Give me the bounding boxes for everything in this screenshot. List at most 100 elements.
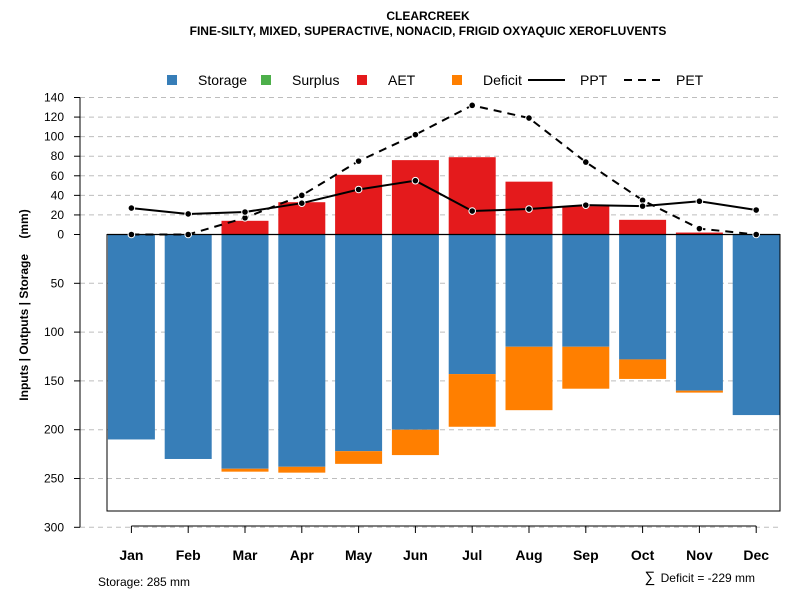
y-axis-label-units: (mm) bbox=[17, 209, 31, 238]
bar-aet-nov bbox=[675, 232, 723, 235]
y-tick-label-lower-200: 200 bbox=[44, 423, 64, 437]
legend-swatch-deficit bbox=[452, 75, 462, 85]
bar-storage-jun bbox=[391, 234, 439, 430]
y-tick-label-upper-140: 140 bbox=[44, 91, 64, 105]
ppt-point-may bbox=[354, 185, 363, 194]
pet-point-sep bbox=[582, 158, 590, 166]
pet-point-jul bbox=[468, 101, 477, 110]
y-tick-label-upper-20: 20 bbox=[51, 208, 65, 222]
bar-storage-may bbox=[335, 234, 383, 452]
bar-aet-jul bbox=[448, 157, 496, 235]
y-tick-label-upper-80: 80 bbox=[51, 149, 65, 163]
x-tick-label-mar: Mar bbox=[233, 547, 258, 563]
x-tick-label-may: May bbox=[345, 547, 372, 563]
bar-aet-jun bbox=[391, 160, 439, 235]
bar-deficit-jul bbox=[448, 374, 496, 427]
bar-deficit-may bbox=[335, 451, 383, 464]
bar-storage-oct bbox=[619, 234, 667, 360]
ppt-point-jul bbox=[468, 207, 477, 215]
bar-storage-apr bbox=[278, 234, 326, 467]
x-tick-label-dec: Dec bbox=[743, 547, 769, 563]
bar-aet-oct bbox=[619, 219, 667, 235]
y-axis-label-main: Inputs | Outputs | Storage bbox=[17, 254, 31, 401]
bar-storage-dec bbox=[732, 234, 780, 416]
bar-storage-jul bbox=[448, 234, 496, 375]
y-tick-label-upper-60: 60 bbox=[51, 169, 65, 183]
legend-label-surplus: Surplus bbox=[292, 72, 339, 88]
bar-deficit-nov bbox=[675, 390, 723, 393]
y-tick-label-upper-100: 100 bbox=[44, 130, 64, 144]
deficit-text: Deficit = -229 mm bbox=[661, 571, 755, 585]
ppt-line bbox=[131, 179, 757, 215]
ppt-point-aug bbox=[525, 205, 533, 213]
bar-storage-nov bbox=[675, 234, 723, 391]
ppt-point-nov bbox=[695, 197, 704, 206]
y-tick-label-lower-300: 300 bbox=[44, 520, 64, 534]
bar-storage-sep bbox=[562, 234, 610, 347]
pet-point-nov bbox=[695, 224, 704, 233]
sigma-symbol: ∑ bbox=[645, 569, 656, 586]
legend-label-storage: Storage bbox=[198, 72, 247, 88]
pet-point-jun bbox=[411, 130, 420, 139]
pet-point-apr bbox=[298, 191, 306, 200]
legend-swatch-surplus bbox=[261, 75, 271, 85]
pet-point-dec bbox=[752, 230, 761, 239]
bar-aet-apr bbox=[278, 202, 326, 235]
x-tick-label-jun: Jun bbox=[403, 547, 428, 563]
legend-label-pet: PET bbox=[676, 72, 704, 88]
bar-deficit-aug bbox=[505, 346, 553, 411]
ppt-point-feb bbox=[184, 210, 192, 218]
x-tick-label-apr: Apr bbox=[290, 547, 315, 563]
storage-footer: Storage: 285 mm bbox=[98, 575, 190, 589]
bar-storage-jan bbox=[107, 234, 155, 440]
y-tick-label-lower-250: 250 bbox=[44, 472, 64, 486]
bar-deficit-mar bbox=[221, 468, 269, 472]
ppt-point-oct bbox=[638, 202, 647, 210]
ppt-point-jun bbox=[411, 176, 420, 185]
x-tick-label-jan: Jan bbox=[119, 547, 143, 563]
pet-point-may bbox=[354, 157, 363, 165]
plot-frame-group bbox=[106, 233, 781, 512]
ppt-point-jan bbox=[127, 204, 136, 212]
ppt-point-mar bbox=[241, 208, 249, 216]
legend-swatch-storage bbox=[167, 75, 177, 85]
legend-label-aet: AET bbox=[388, 72, 416, 88]
ppt-point-sep bbox=[582, 201, 590, 209]
x-tick-label-oct: Oct bbox=[631, 547, 655, 563]
y-tick-label-upper-0: 0 bbox=[57, 228, 64, 242]
bar-deficit-jun bbox=[391, 429, 439, 456]
y-axis-label: Inputs | Outputs | Storage (mm) bbox=[17, 209, 31, 400]
bar-aet-mar bbox=[221, 220, 269, 235]
chart-title: CLEARCREEK bbox=[386, 9, 470, 23]
bar-storage-mar bbox=[221, 234, 269, 469]
pet-point-feb bbox=[184, 230, 192, 239]
bar-aet-sep bbox=[562, 206, 610, 235]
legend-label-deficit: Deficit bbox=[483, 72, 522, 88]
bars-group bbox=[107, 157, 780, 473]
x-tick-label-nov: Nov bbox=[686, 547, 713, 563]
x-tick-label-sep: Sep bbox=[573, 547, 599, 563]
x-tick-label-feb: Feb bbox=[176, 547, 201, 563]
bar-deficit-oct bbox=[619, 359, 667, 379]
chart-subtitle: FINE-SILTY, MIXED, SUPERACTIVE, NONACID,… bbox=[190, 24, 667, 38]
bar-aet-may bbox=[335, 174, 383, 235]
y-tick-label-lower-150: 150 bbox=[44, 374, 64, 388]
x-tick-label-aug: Aug bbox=[515, 547, 542, 563]
ppt-point-apr bbox=[298, 199, 306, 207]
y-tick-label-upper-120: 120 bbox=[44, 110, 64, 124]
y-tick-label-upper-40: 40 bbox=[51, 188, 65, 202]
ppt-point-dec bbox=[752, 206, 761, 214]
axes-group: 0 20 40 60 80 100 120 140 50 100 150 200 250 300 Jan Fe… bbox=[44, 91, 769, 563]
pet-point-aug bbox=[525, 114, 533, 122]
bar-deficit-sep bbox=[562, 346, 610, 389]
bar-deficit-apr bbox=[278, 466, 326, 473]
legend-swatch-aet bbox=[357, 75, 367, 85]
x-tick-label-jul: Jul bbox=[462, 547, 482, 563]
chart-legend: Storage Surplus AET Deficit PPT PET bbox=[167, 72, 704, 88]
bar-storage-feb bbox=[164, 234, 212, 459]
bar-storage-aug bbox=[505, 234, 553, 347]
lines-group bbox=[127, 101, 761, 239]
y-tick-label-lower-100: 100 bbox=[44, 325, 64, 339]
